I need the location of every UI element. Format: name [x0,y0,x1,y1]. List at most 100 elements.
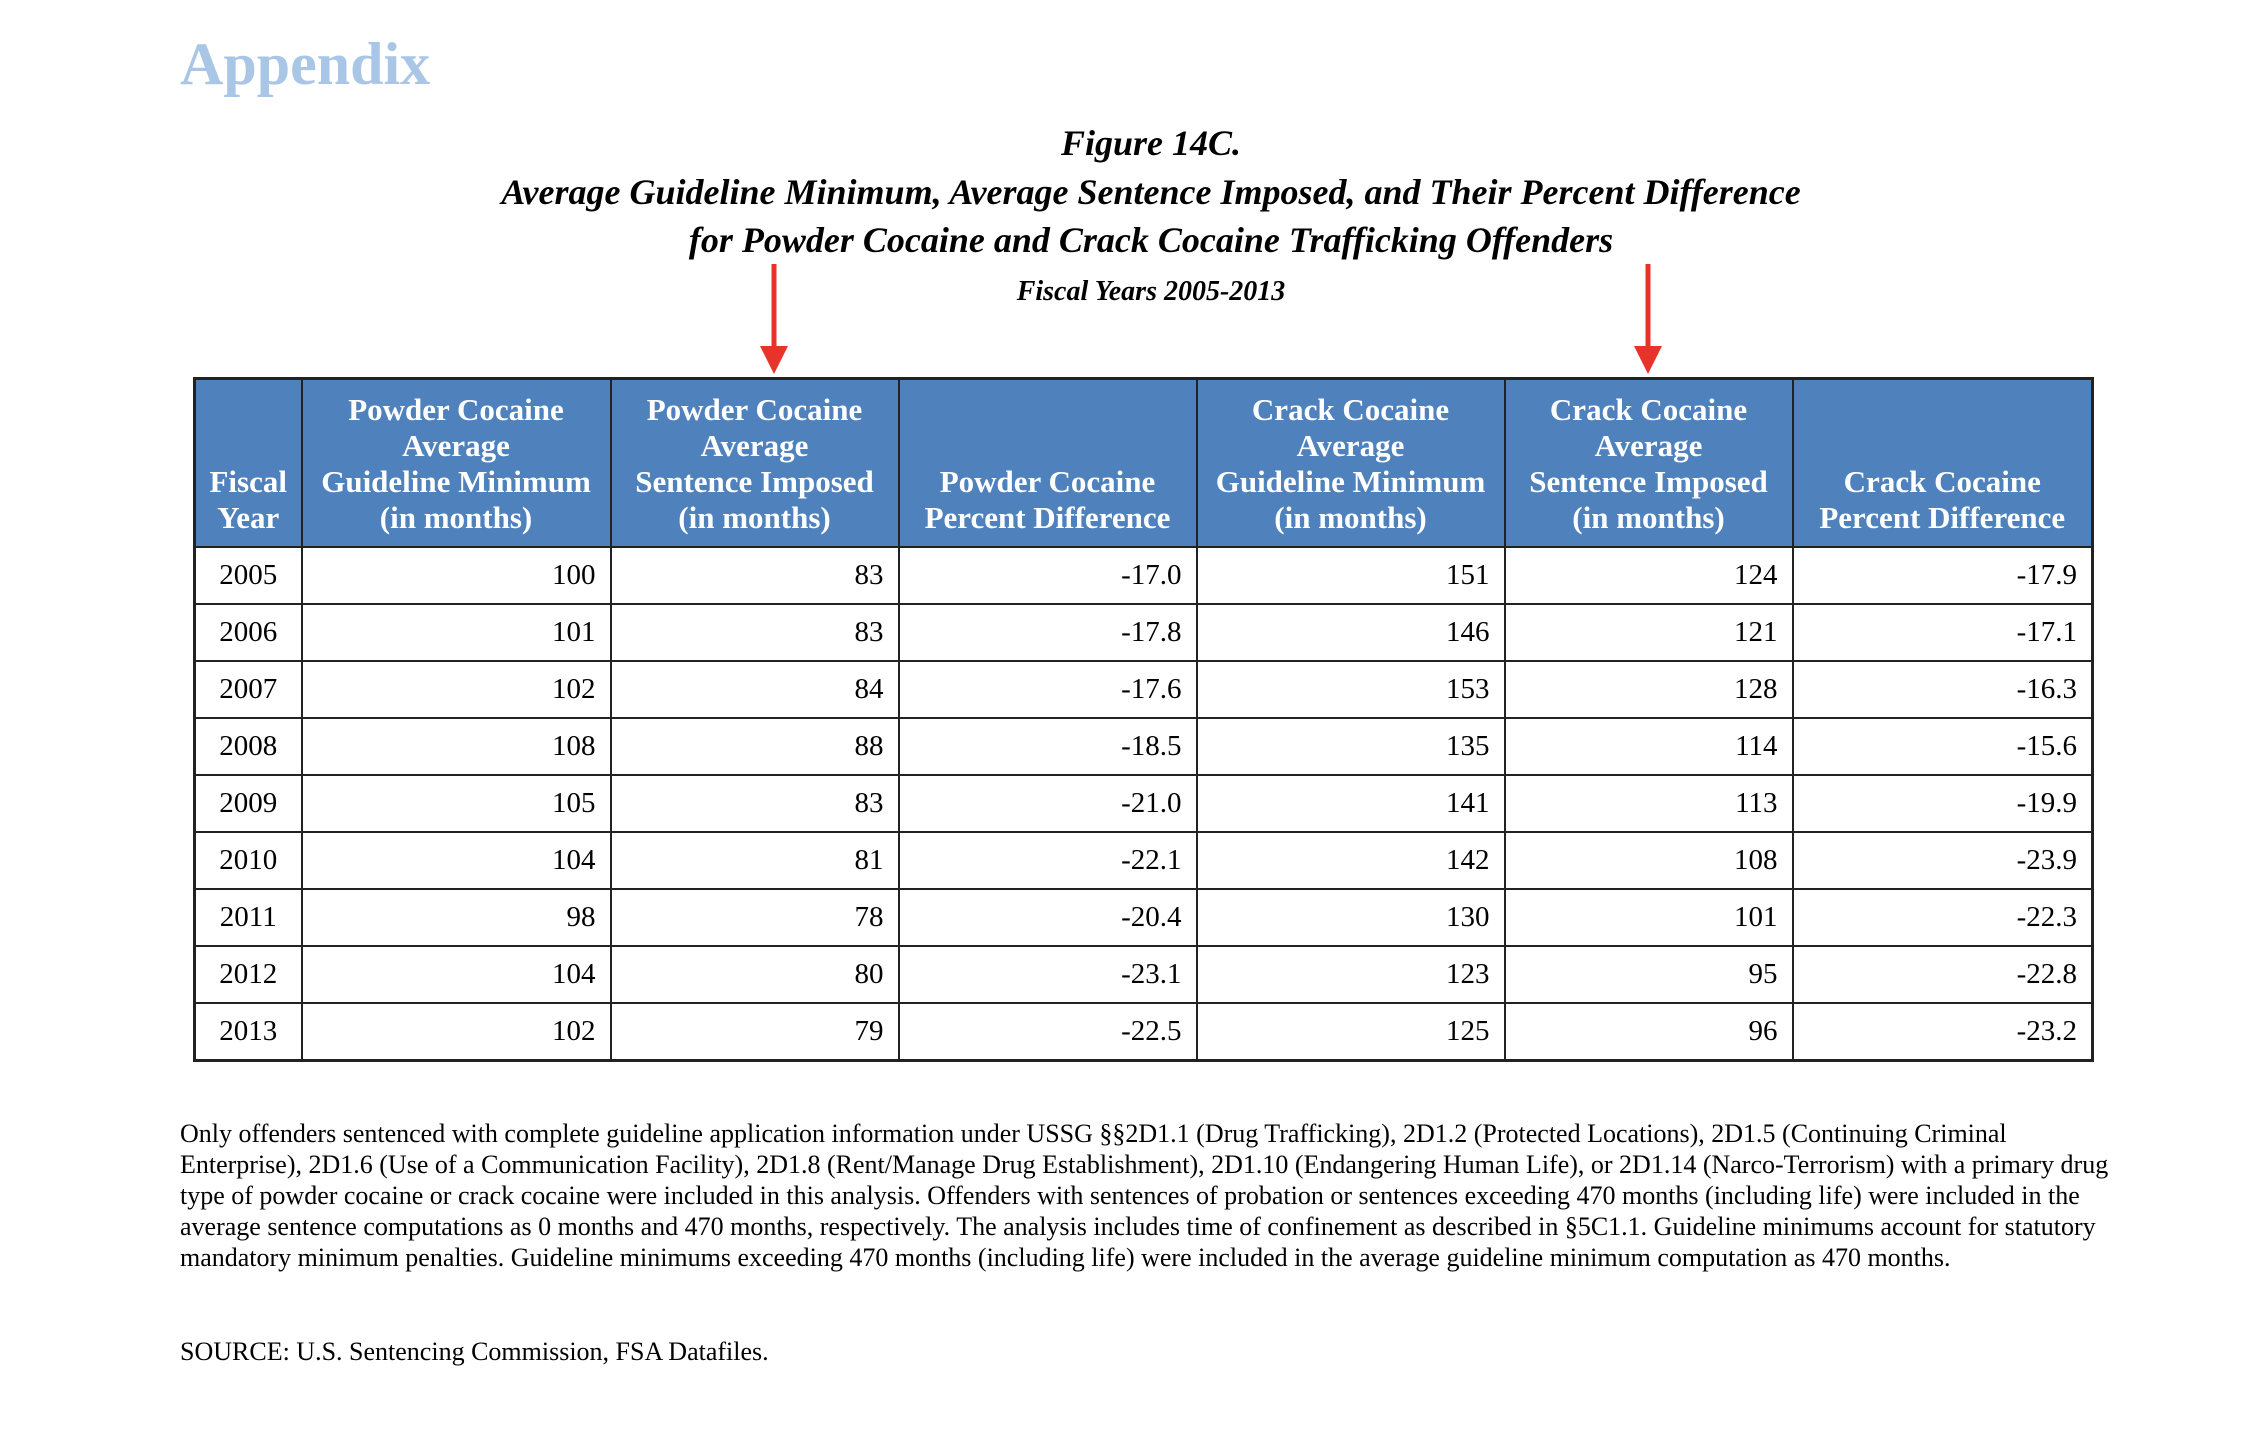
value-cell: -23.9 [1791,831,2094,890]
column-header: Crack Cocaine Percent Difference [1791,377,2094,548]
value-cell: 135 [1195,717,1506,776]
value-cell: 102 [300,1002,612,1062]
year-cell: 2012 [193,945,303,1004]
header-line: Average [402,428,510,463]
value-cell: -23.1 [897,945,1198,1004]
value-cell: 128 [1503,660,1794,719]
value-cell: -18.5 [897,717,1198,776]
header-line: Year [217,500,280,535]
header-line: (in months) [1572,500,1725,535]
table-row: 2008 108 88 -18.5 135 114 -15.6 [193,717,2094,776]
value-cell: 104 [300,945,612,1004]
value-cell: 83 [609,546,900,605]
header-line: Powder Cocaine [939,464,1156,499]
header-line: Crack Cocaine [1251,392,1450,427]
value-cell: -19.9 [1791,774,2094,833]
value-cell: 96 [1503,1002,1794,1062]
value-cell: -17.0 [897,546,1198,605]
section-title: Appendix [180,31,431,97]
header-line: Guideline Minimum [1215,464,1486,499]
value-cell: 101 [1503,888,1794,947]
table-body: 2005 100 83 -17.0 151 124 -17.9 2006 101 83 -17.8 1… [193,546,2094,1062]
value-cell: -21.0 [897,774,1198,833]
value-cell: -22.5 [897,1002,1198,1062]
header-line: Average [1594,428,1703,463]
value-cell: 100 [300,546,612,605]
table-row: 2009 105 83 -21.0 141 113 -19.9 [193,774,2094,833]
header-line: (in months) [379,500,533,535]
header-line: Fiscal [209,464,288,499]
value-cell: 151 [1195,546,1506,605]
value-cell: -22.1 [897,831,1198,890]
column-header: Crack Cocaine Average Guideline Minimum (in… [1195,377,1506,548]
value-cell: 108 [1503,831,1794,890]
column-header: Powder Cocaine Average Sentence Imposed (in… [609,377,900,548]
value-cell: 123 [1195,945,1506,1004]
subtitle: Fiscal Years 2005-2013 [1016,276,1286,307]
table-row: 2013 102 79 -22.5 125 96 -23.2 [193,1002,2094,1062]
value-cell: -17.6 [897,660,1198,719]
header-line: Percent Difference [924,500,1171,535]
value-cell: 124 [1503,546,1794,605]
arrow [760,264,788,374]
header-line: Powder Cocaine [348,392,564,427]
value-cell: -20.4 [897,888,1198,947]
value-cell: 121 [1503,603,1794,662]
value-cell: 78 [609,888,900,947]
value-cell: 81 [609,831,900,890]
column-header: Powder Cocaine Average Guideline Minimum (i… [300,377,612,548]
value-cell: 88 [609,717,900,776]
header-line: (in months) [678,500,831,535]
header-row: Fiscal Year Powder Cocaine Average Guideline… [193,377,2094,548]
year-cell: 2011 [193,888,303,947]
table-row: 2011 98 78 -20.4 130 101 -22.3 [193,888,2094,947]
header-line: Powder Cocaine [646,392,863,427]
header-line: Average [700,428,809,463]
value-cell: 153 [1195,660,1506,719]
value-cell: -22.8 [1791,945,2094,1004]
value-cell: 142 [1195,831,1506,890]
column-header: Crack Cocaine Average Sentence Imposed (in … [1503,377,1794,548]
column-header: Fiscal Year [193,377,303,548]
table-row: 2006 101 83 -17.8 146 121 -17.1 [193,603,2094,662]
figure-label: Figure 14C. [1060,123,1242,163]
value-cell: 101 [300,603,612,662]
year-cell: 2008 [193,717,303,776]
column-header: Powder Cocaine Percent Difference [897,377,1198,548]
value-cell: -17.1 [1791,603,2094,662]
table-row: 2010 104 81 -22.1 142 108 -23.9 [193,831,2094,890]
value-cell: 146 [1195,603,1506,662]
arrow [1634,264,1662,374]
value-cell: -15.6 [1791,717,2094,776]
header-line: (in months) [1274,500,1427,535]
value-cell: 113 [1503,774,1794,833]
header-line: Crack Cocaine [1549,392,1748,427]
year-cell: 2013 [193,1002,303,1062]
value-cell: 80 [609,945,900,1004]
table-row: 2012 104 80 -23.1 123 95 -22.8 [193,945,2094,1004]
value-cell: 79 [609,1002,900,1062]
value-cell: -23.2 [1791,1002,2094,1062]
figure-title: Average Guideline Minimum, Average Sente… [0,168,2250,264]
value-cell: -16.3 [1791,660,2094,719]
year-cell: 2009 [193,774,303,833]
title-line: for Powder Cocaine and Crack Cocaine Tra… [688,220,1614,260]
value-cell: 141 [1195,774,1506,833]
value-cell: 102 [300,660,612,719]
year-cell: 2010 [193,831,303,890]
value-cell: 125 [1195,1002,1506,1062]
value-cell: 104 [300,831,612,890]
year-cell: 2005 [193,546,303,605]
value-cell: -22.3 [1791,888,2094,947]
value-cell: 108 [300,717,612,776]
value-cell: 114 [1503,717,1794,776]
header-line: Sentence Imposed [635,464,874,499]
header-line: Average [1296,428,1405,463]
arrows [760,264,1662,374]
value-cell: 83 [609,774,900,833]
value-cell: 83 [609,603,900,662]
value-cell: -17.9 [1791,546,2094,605]
header-line: Crack Cocaine [1843,464,2041,499]
data-table: Fiscal Year Powder Cocaine Average Guideline… [193,377,2094,1062]
